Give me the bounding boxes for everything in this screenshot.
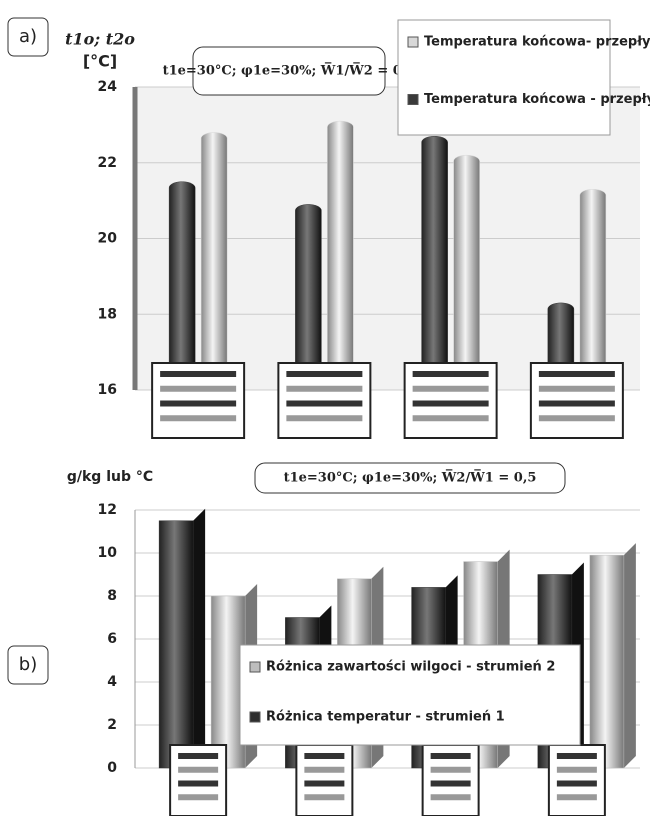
y-axis-unit: [°C] xyxy=(83,52,117,71)
icon-stripe xyxy=(304,794,344,800)
bar xyxy=(169,182,195,390)
icon-stripe xyxy=(413,415,489,421)
icon-stripe xyxy=(178,767,218,773)
icon-stripe xyxy=(178,794,218,800)
panel-label: a) xyxy=(19,26,37,47)
y-tick-label: 0 xyxy=(107,760,117,776)
bar xyxy=(580,189,606,390)
icon-stripe xyxy=(304,781,344,787)
icon-stripe xyxy=(286,401,362,407)
icon-stripe xyxy=(557,753,597,759)
bar-side xyxy=(193,509,205,768)
y-tick-label: 20 xyxy=(98,231,118,247)
bar xyxy=(327,121,353,390)
icon-stripe xyxy=(286,415,362,421)
y-tick-label: 22 xyxy=(98,155,117,171)
icon-stripe xyxy=(286,386,362,392)
icon-stripe xyxy=(160,386,236,392)
bar xyxy=(201,132,227,390)
y-tick-label: 18 xyxy=(98,306,117,322)
icon-stripe xyxy=(431,781,471,787)
y-tick-label: 6 xyxy=(107,631,117,647)
figure: 1618202224a)t1o; t2o[°C]t1e=30°C; φ1e=30… xyxy=(0,0,650,816)
icon-stripe xyxy=(431,767,471,773)
bar xyxy=(159,521,193,768)
icon-stripe xyxy=(413,371,489,377)
icon-stripe xyxy=(178,753,218,759)
icon-stripe xyxy=(286,371,362,377)
y-tick-label: 16 xyxy=(98,382,117,398)
icon-stripe xyxy=(539,371,615,377)
y-tick-label: 4 xyxy=(107,674,117,690)
icon-stripe xyxy=(539,401,615,407)
icon-stripe xyxy=(413,401,489,407)
legend-swatch xyxy=(250,712,260,722)
bar xyxy=(454,155,480,390)
y-tick-label: 2 xyxy=(107,717,117,733)
bar-side xyxy=(624,543,636,768)
icon-stripe xyxy=(160,371,236,377)
legend-swatch xyxy=(250,662,260,672)
icon-stripe xyxy=(557,781,597,787)
annotation: t1e=30°C; φ1e=30%; W̅1/W̅2 = 0,5 xyxy=(163,61,416,78)
icon-stripe xyxy=(557,794,597,800)
legend-label: Różnica temperatur - strumień 1 xyxy=(266,710,505,725)
legend-label: Różnica zawartości wilgoci - strumień 2 xyxy=(266,660,555,675)
icon-stripe xyxy=(557,767,597,773)
icon-stripe xyxy=(304,767,344,773)
legend-swatch xyxy=(408,37,418,47)
annotation: t1e=30°C; φ1e=30%; W̅2/W̅1 = 0,5 xyxy=(284,468,537,485)
legend-swatch xyxy=(408,95,418,105)
bar xyxy=(590,555,624,768)
y-axis-label: g/kg lub °C xyxy=(67,469,153,485)
icon-stripe xyxy=(431,794,471,800)
icon-stripe xyxy=(160,415,236,421)
y-tick-label: 24 xyxy=(98,79,118,95)
y-tick-label: 8 xyxy=(107,588,117,604)
y-tick-label: 10 xyxy=(98,545,118,561)
icon-stripe xyxy=(304,753,344,759)
icon-stripe xyxy=(413,386,489,392)
legend-label: Temperatura końcowa- przepływ główny xyxy=(424,35,650,50)
icon-stripe xyxy=(178,781,218,787)
icon-stripe xyxy=(539,415,615,421)
icon-stripe xyxy=(160,401,236,407)
panel-label: b) xyxy=(19,654,37,675)
y-axis-label: t1o; t2o xyxy=(65,30,135,49)
icon-stripe xyxy=(431,753,471,759)
icon-stripe xyxy=(539,386,615,392)
bar xyxy=(422,136,448,390)
legend-label: Temperatura końcowa - przepływ pomocnicz… xyxy=(424,92,650,107)
y-tick-label: 12 xyxy=(98,502,117,518)
